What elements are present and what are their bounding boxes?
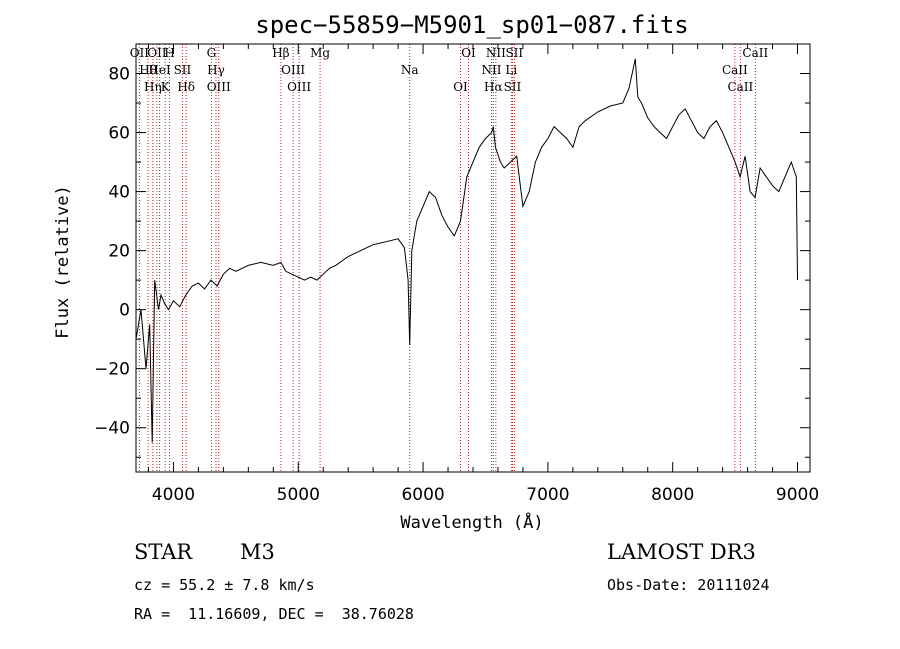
y-tick-label: 80 — [108, 65, 130, 85]
marker-label: Mg — [310, 46, 330, 60]
chart-title: spec−55859−M5901_sp01−087.fits — [255, 11, 688, 39]
marker-label: Li — [505, 63, 517, 77]
marker-label: OIII — [207, 80, 231, 94]
marker-label: OIII — [281, 63, 305, 77]
survey-name: LAMOST DR3 — [607, 540, 756, 564]
marker-label: OIII — [287, 80, 311, 94]
marker-label: SII — [505, 46, 523, 60]
marker-label: OII — [130, 46, 150, 60]
y-tick-label: 0 — [119, 301, 130, 321]
obs-date: Obs-Date: 20111024 — [607, 576, 770, 594]
x-tick-label: 5000 — [277, 485, 320, 505]
marker-label: Hδ — [177, 80, 195, 94]
marker-label: G — [207, 46, 217, 60]
marker-label: NII — [486, 46, 506, 60]
x-axis-label: Wavelength (Å) — [400, 511, 543, 533]
y-tick-label: 60 — [108, 124, 130, 144]
object-subclass: M3 — [240, 540, 275, 564]
redshift-value: cz = 55.2 ± 7.8 km/s — [134, 576, 315, 594]
spectrum-series-line — [135, 58, 798, 443]
marker-label: CaII — [722, 63, 748, 77]
marker-label: CaII — [727, 80, 753, 94]
marker-label: H — [164, 46, 174, 60]
y-axis-label: Flux (relative) — [53, 185, 73, 339]
marker-label: K — [161, 80, 171, 94]
y-tick-label: −40 — [94, 419, 130, 439]
y-tick-label: 40 — [108, 183, 130, 203]
x-tick-label: 9000 — [776, 485, 819, 505]
x-tick-label: 4000 — [152, 485, 195, 505]
marker-label: SII — [504, 80, 522, 94]
marker-label: HeI — [148, 63, 171, 77]
y-tick-label: 20 — [108, 242, 130, 262]
y-tick-label: −20 — [94, 360, 130, 380]
plot-frame — [135, 43, 811, 473]
marker-label: Hγ — [207, 63, 225, 77]
marker-label: Hβ — [272, 46, 289, 60]
marker-label: Hη — [144, 80, 162, 94]
x-tick-label: 7000 — [526, 485, 569, 505]
x-tick-label: 8000 — [651, 485, 694, 505]
object-class: STAR — [134, 540, 193, 564]
line-markers — [138, 44, 756, 472]
marker-label: SII — [174, 63, 192, 77]
marker-label: OI — [461, 46, 476, 60]
marker-label: OII — [147, 46, 167, 60]
y-axis-ticks: −40 −20 0 20 40 60 80 — [94, 43, 810, 458]
marker-label: OI — [453, 80, 468, 94]
x-axis-ticks: 4000 5000 6000 7000 8000 9000 — [147, 44, 819, 505]
x-tick-label: 6000 — [401, 485, 444, 505]
marker-label: NII — [481, 63, 501, 77]
line-marker-labels: OIIHθHηOIIHeIKHSIIHδGHγOIIIHβOIIIOIIIMgN… — [130, 46, 769, 94]
marker-label: CaII — [742, 46, 768, 60]
marker-label: Na — [401, 63, 419, 77]
marker-label: Hα — [484, 80, 503, 94]
coordinates: RA = 11.16609, DEC = 38.76028 — [134, 605, 414, 623]
